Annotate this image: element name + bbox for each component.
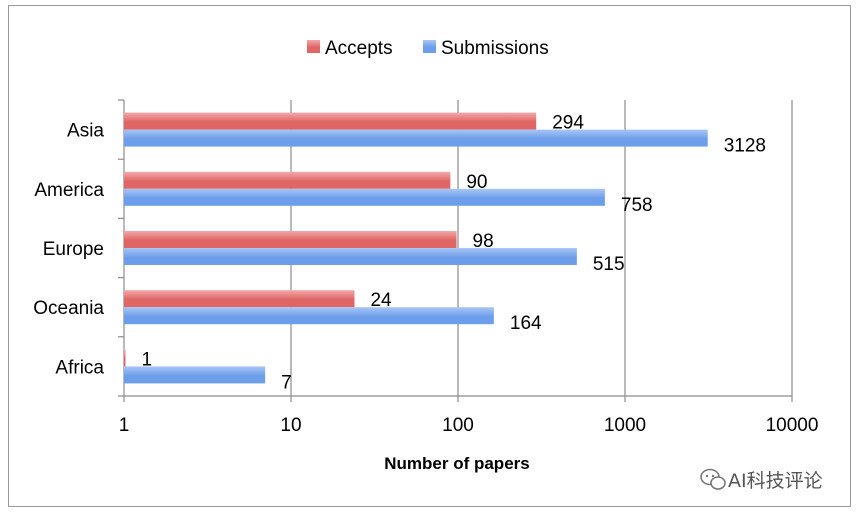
data-label: 294 [552, 113, 584, 134]
data-label: 7 [281, 372, 292, 393]
data-label: 24 [370, 290, 392, 311]
x-axis-title: Number of papers [384, 454, 529, 473]
bar-accepts-asia [124, 112, 537, 130]
data-label: 515 [593, 254, 625, 275]
bar-accepts-africa [124, 349, 126, 367]
bar-accepts-america [124, 171, 451, 189]
data-label: 3128 [724, 136, 766, 157]
watermark: AI科技评论 [700, 468, 823, 492]
bar-submissions-asia [124, 129, 708, 147]
legend-swatch-submissions [423, 40, 436, 53]
category-label: Europe [43, 239, 104, 260]
data-label: 164 [510, 313, 542, 334]
x-tick-label: 1 [119, 415, 130, 436]
x-tick-label: 100 [442, 415, 474, 436]
legend-label-accepts: Accepts [325, 38, 393, 59]
x-tick-label: 1000 [604, 415, 646, 436]
bar-submissions-africa [124, 366, 266, 384]
x-tick-label: 10000 [766, 415, 819, 436]
legend-label-submissions: Submissions [441, 38, 549, 59]
axes: 1 10 100 1000 10000 [118, 99, 819, 436]
bar-submissions-europe [124, 248, 577, 265]
bar-accepts-oceania [124, 290, 355, 308]
category-label: Africa [55, 357, 104, 378]
data-label: 1 [142, 349, 153, 370]
category-label: Oceania [33, 298, 104, 319]
bar-accepts-europe [124, 231, 457, 248]
legend-swatch-accepts [307, 40, 320, 53]
labels: Asia 294 3128 America 90 758 Europe 98 515 Oceani… [33, 113, 766, 394]
bar-submissions-america [124, 188, 605, 206]
category-label: America [34, 180, 104, 201]
bar-submissions-oceania [124, 307, 494, 325]
legend: Accepts Submissions [307, 38, 549, 59]
category-label: Asia [67, 121, 104, 142]
watermark-text: AI科技评论 [728, 470, 823, 492]
data-label: 758 [621, 195, 653, 216]
wechat-icon [700, 468, 726, 490]
data-label: 90 [466, 172, 487, 193]
data-label: 98 [473, 231, 494, 252]
x-tick-label: 10 [280, 415, 301, 436]
bars [124, 112, 708, 384]
